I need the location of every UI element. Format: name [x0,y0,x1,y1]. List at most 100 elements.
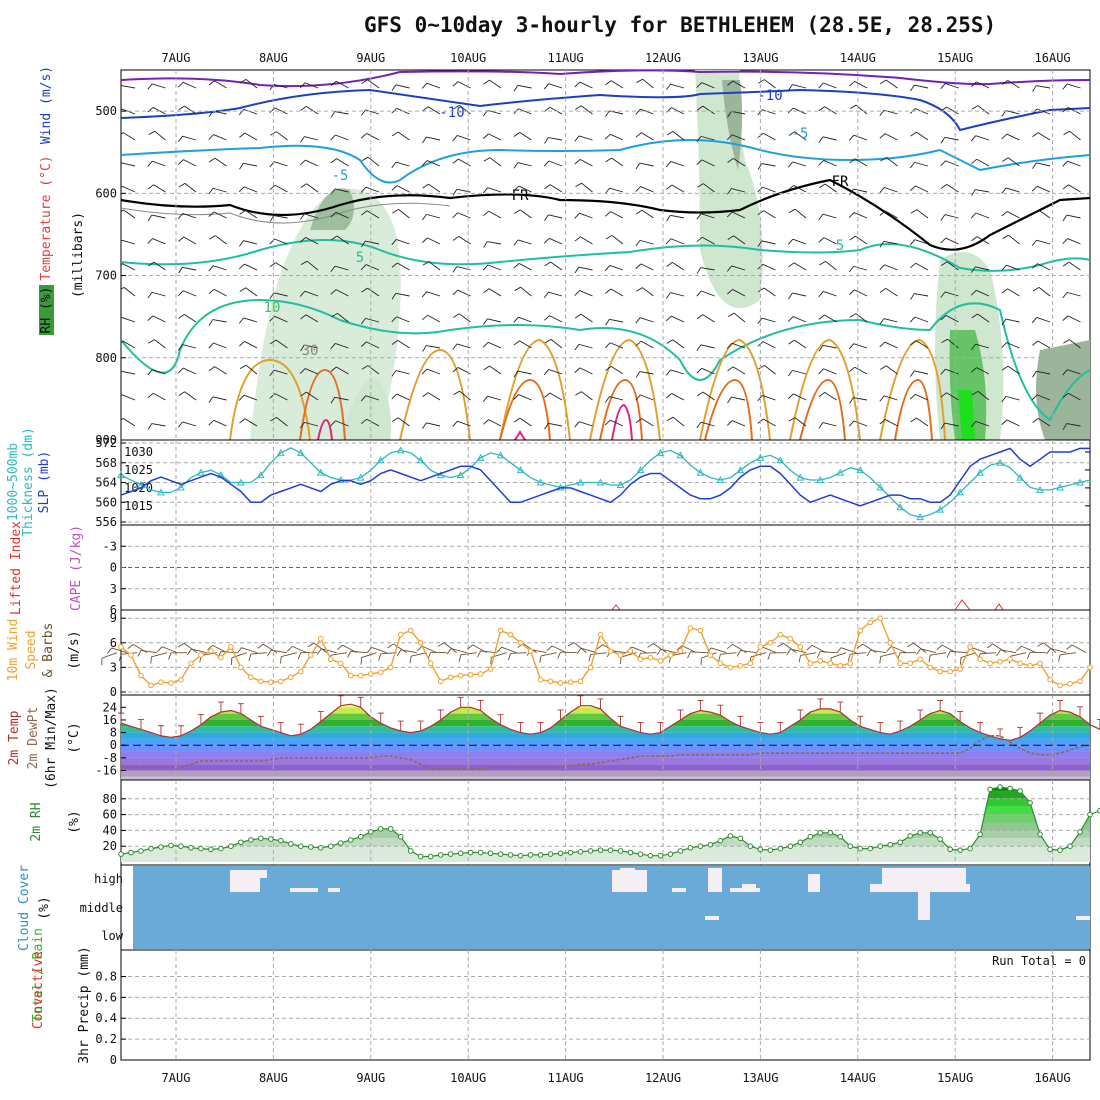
wind-barb-flag [513,132,521,137]
contour-label: -5 [792,126,809,142]
wind-barb-flag [360,109,366,116]
wind-barb [397,262,410,271]
speed-point [537,676,544,683]
wind-barb-flag [543,160,550,167]
temp-band [121,757,1090,765]
wind-barb-flag [879,288,887,293]
wind-barb-flag [208,211,215,217]
wind-barb-flag [391,131,399,137]
temp-minmax-bar [337,695,344,706]
wind-barb-flag [758,79,765,84]
wind-barb-flag [137,650,142,657]
thickness-point [896,503,905,511]
speed-point [477,671,484,677]
wind-barb [975,266,990,271]
wind-barb [243,317,258,323]
wind-barb-flag [1032,263,1038,269]
wind-barb-flag [635,240,641,247]
wind-barb [548,369,563,375]
wind-barb-flag [940,83,946,90]
wind-barb-flag [121,132,124,135]
thickness-point [736,466,745,474]
speed-point [667,652,674,658]
wind-barb [548,160,563,167]
wind-barb-flag [970,81,977,87]
cloud-block [870,884,970,892]
wind-barb [517,162,532,167]
wind-barb-flag [786,648,792,656]
wind-barb [487,241,502,245]
wind-barb [274,315,288,323]
rh-legend-swatch [39,285,54,335]
wind-barb [794,131,807,141]
wind-barb [489,157,502,167]
rh-point [188,844,194,851]
run-total-annotation: Run Total = 0 [992,954,1086,968]
y-tick-label: 0 [110,561,117,575]
wind-barb-flag [847,653,851,661]
wind-barb [824,106,837,115]
wind-barb-flag [696,290,702,297]
rh-point [557,850,564,857]
y-tick-label: -16 [95,764,117,778]
wind-barb-flag [1062,292,1068,299]
wind-barb-flag [818,213,824,220]
wind-barb-flag [147,214,153,222]
wind-barb [154,130,166,141]
wind-barb [1006,211,1020,219]
wind-barb-flag [279,656,282,664]
panel-slp-thickness: 55656056456857210151020102510301000~500m… [6,427,1091,537]
wind-barb [123,287,136,297]
y-tick-label: 560 [95,495,117,509]
rh-point [238,839,244,846]
thickness-point [836,468,845,476]
wind-barb-flag [940,291,946,298]
wind-barb-flag [147,261,155,267]
wind-barb [884,187,898,193]
wind-barb [366,341,380,349]
wind-barb-flag [391,84,397,91]
wind-barb [337,313,349,323]
wind-barb [336,158,349,167]
wind-barb-flag [330,366,337,372]
wind-barb [182,213,197,219]
wind-barb-flag [239,341,245,347]
wind-barb [336,366,349,375]
y-tick-label: 0.2 [95,1032,117,1046]
wind-barb [975,135,990,141]
cloud-block [882,868,966,884]
thickness-point [596,478,605,486]
wind-barb-flag [147,292,153,299]
wind-barb [581,391,593,401]
rh-point [607,847,614,853]
speed-point [897,660,903,667]
wind-barb [854,81,868,89]
wind-barb [976,158,990,167]
wind-barb [122,263,136,271]
wind-barb-flag [666,339,673,344]
wind-barb-flag [575,391,582,396]
wind-barb [212,187,227,193]
rh-point [497,851,504,857]
wind-barb [540,652,557,657]
wind-barb-flag [107,647,113,654]
wind-barb-flag [543,237,550,244]
wind-barb [710,647,727,654]
thickness-point [976,468,984,476]
wind-barb-flag [1032,286,1040,292]
rh-point [138,848,144,854]
wind-barb [330,652,347,656]
wind-barb-flag [391,239,397,246]
speed-point [657,658,664,664]
wind-barb [975,189,990,193]
wind-barb [822,136,837,141]
wind-barb-flag [1016,645,1022,652]
wind-barb [396,316,410,323]
wind-barb-flag [1001,133,1008,140]
wind-barb-flag [879,395,885,402]
wind-barb [1036,85,1051,89]
wind-barb-flag [726,134,733,141]
temp-minmax-bar [277,722,284,733]
thickness-point [636,466,645,474]
wind-barb [914,239,929,245]
